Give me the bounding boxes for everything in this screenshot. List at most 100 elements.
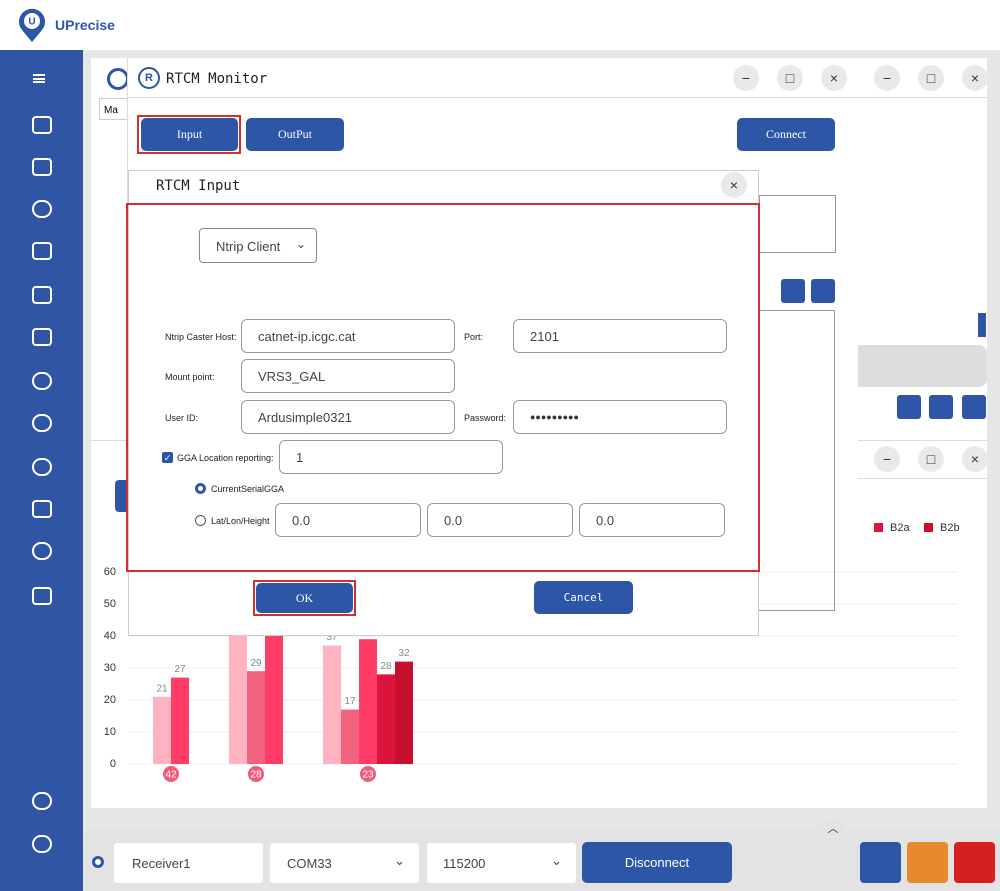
- gga-interval-input[interactable]: 1: [279, 440, 503, 474]
- bar: [341, 709, 359, 764]
- category-label: 23: [362, 770, 374, 781]
- user-id-input[interactable]: Ardusimple0321: [241, 400, 455, 434]
- close[interactable]: ×: [962, 446, 988, 472]
- password-input[interactable]: ●●●●●●●●●: [513, 400, 727, 434]
- bar: [395, 661, 413, 764]
- input-tab-highlight: [137, 115, 241, 154]
- cancel-button[interactable]: Cancel: [534, 581, 633, 614]
- status-indicator: [92, 856, 104, 868]
- nav-icon[interactable]: [32, 458, 52, 476]
- nav-icon[interactable]: [32, 328, 52, 346]
- baud-value: 115200: [443, 856, 486, 871]
- option-label: Lat/Lon/Height: [211, 516, 270, 526]
- save-button[interactable]: [962, 395, 986, 419]
- legend-swatch: [874, 523, 883, 532]
- maximize[interactable]: □: [777, 65, 803, 91]
- nav-icon[interactable]: [32, 835, 52, 853]
- y-tick-label: 0: [110, 758, 116, 770]
- value-label: 17: [344, 696, 356, 707]
- maximize[interactable]: □: [918, 65, 944, 91]
- nav-icon[interactable]: [32, 372, 52, 390]
- nav-icon[interactable]: [32, 542, 52, 560]
- settings-frame: [126, 203, 760, 572]
- temp-button[interactable]: [860, 842, 901, 883]
- value-label: 27: [174, 664, 186, 675]
- field-label: Ntrip Caster Host:: [165, 332, 237, 342]
- baud-select[interactable]: 115200 ⌄: [427, 843, 576, 883]
- height-input[interactable]: 0.0: [579, 503, 725, 537]
- port-select[interactable]: COM33 ⌄: [270, 843, 419, 883]
- value-label: 37: [326, 632, 338, 643]
- status-bar: ︿ Receiver1 COM33 ⌄ 115200 ⌄ Disconnect: [83, 820, 1000, 891]
- y-tick-label: 50: [104, 598, 116, 610]
- bar: [247, 671, 265, 764]
- back-field: [858, 345, 987, 387]
- maximize[interactable]: □: [918, 446, 944, 472]
- expand-button[interactable]: ︿: [821, 820, 845, 840]
- output-tab[interactable]: OutPut: [246, 118, 344, 151]
- y-tick-label: 10: [104, 726, 116, 738]
- mount-point-input[interactable]: VRS3_GAL: [241, 359, 455, 393]
- gga-checkbox[interactable]: ✓: [162, 452, 173, 463]
- nav-icon[interactable]: [32, 792, 52, 810]
- value-label: 29: [250, 658, 262, 669]
- bar: [229, 620, 247, 764]
- minimize[interactable]: −: [874, 65, 900, 91]
- bar: [377, 674, 395, 764]
- ok-button[interactable]: OK: [256, 583, 353, 613]
- nav-icon[interactable]: [32, 587, 52, 605]
- legend-label: B2a: [890, 522, 910, 534]
- y-tick-label: 40: [104, 630, 116, 642]
- clear-button[interactable]: [781, 279, 805, 303]
- scrollbar[interactable]: [978, 313, 986, 337]
- bar: [153, 696, 171, 764]
- menu-icon[interactable]: [33, 74, 45, 83]
- sidebar: [0, 50, 83, 891]
- window-title: RTCM Monitor: [166, 71, 268, 87]
- minimize[interactable]: −: [733, 65, 759, 91]
- caster-host-input[interactable]: catnet-ip.icgc.cat: [241, 319, 455, 353]
- connect-button[interactable]: Connect: [737, 118, 835, 151]
- clear-button[interactable]: [897, 395, 921, 419]
- bar: [171, 677, 189, 764]
- close[interactable]: ×: [721, 172, 747, 198]
- y-tick-label: 60: [104, 566, 116, 578]
- legend-label: B2b: [940, 522, 960, 534]
- field-label: Mount point:: [165, 372, 215, 382]
- nav-icon[interactable]: [32, 414, 52, 432]
- dialog-title: RTCM Input: [156, 178, 241, 194]
- nav-icon[interactable]: [32, 200, 52, 218]
- nav-icon[interactable]: [32, 286, 52, 304]
- category-label: 28: [250, 770, 262, 781]
- nav-icon[interactable]: [32, 242, 52, 260]
- input-tab[interactable]: Input: [141, 118, 238, 151]
- legend-swatch: [924, 523, 933, 532]
- minimize[interactable]: −: [874, 446, 900, 472]
- source-value: Ntrip Client: [216, 239, 281, 254]
- field-label: Password:: [464, 413, 507, 423]
- disconnect-label: Disconnect: [624, 855, 690, 870]
- nav-icon[interactable]: [32, 116, 52, 134]
- rtcm-input-dialog: RTCM Input × Ntrip Client ⌄ Ntrip Caster …: [126, 170, 760, 636]
- y-tick-label: 20: [104, 694, 116, 706]
- lon-input[interactable]: 0.0: [427, 503, 573, 537]
- title-bar: R RTCM Monitor − □ ×: [128, 58, 859, 98]
- radio[interactable]: [195, 483, 206, 494]
- receiver-input[interactable]: Receiver1: [114, 843, 263, 883]
- source-select[interactable]: Ntrip Client ⌄: [199, 228, 317, 263]
- category-label: 42: [165, 770, 177, 781]
- disconnect-button[interactable]: Disconnect: [582, 842, 732, 883]
- close[interactable]: ×: [962, 65, 988, 91]
- nav-icon[interactable]: [32, 158, 52, 176]
- save-button[interactable]: [811, 279, 835, 303]
- header: U UPrecise: [0, 0, 1000, 50]
- pause-button[interactable]: [929, 395, 953, 419]
- temp-button[interactable]: [954, 842, 995, 883]
- lat-input[interactable]: 0.0: [275, 503, 421, 537]
- close[interactable]: ×: [821, 65, 847, 91]
- radio[interactable]: [195, 515, 206, 526]
- logo: U: [19, 8, 45, 43]
- port-input[interactable]: 2101: [513, 319, 727, 353]
- temp-button[interactable]: [907, 842, 948, 883]
- nav-icon[interactable]: [32, 500, 52, 518]
